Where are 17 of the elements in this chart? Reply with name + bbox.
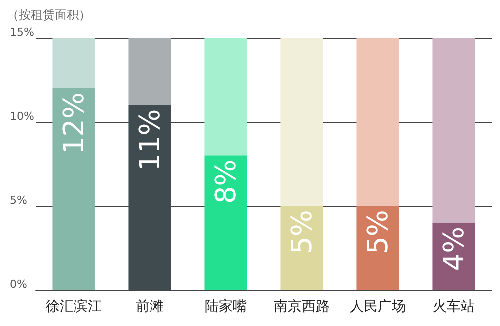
x-tick-label: 前滩 bbox=[136, 299, 164, 315]
data-label: 8% bbox=[210, 160, 242, 204]
x-tick-label: 徐汇滨江 bbox=[46, 299, 102, 315]
x-tick-label: 火车站 bbox=[433, 299, 475, 315]
x-tick-label: 人民广场 bbox=[350, 299, 406, 315]
x-tick-label: 陆家嘴 bbox=[205, 299, 247, 315]
data-label: 5% bbox=[286, 210, 318, 254]
y-axis-title: （按租赁面积） bbox=[7, 8, 91, 22]
y-tick-label: 15% bbox=[10, 26, 34, 39]
x-tick-label: 南京西路 bbox=[274, 299, 330, 315]
data-label: 4% bbox=[438, 226, 470, 272]
y-tick-label: 5% bbox=[10, 194, 28, 207]
y-tick-label: 0% bbox=[10, 278, 28, 291]
data-label: 11% bbox=[134, 109, 166, 172]
y-tick-label: 10% bbox=[10, 110, 34, 123]
data-label: 5% bbox=[362, 210, 394, 254]
data-label: 12% bbox=[58, 92, 90, 155]
